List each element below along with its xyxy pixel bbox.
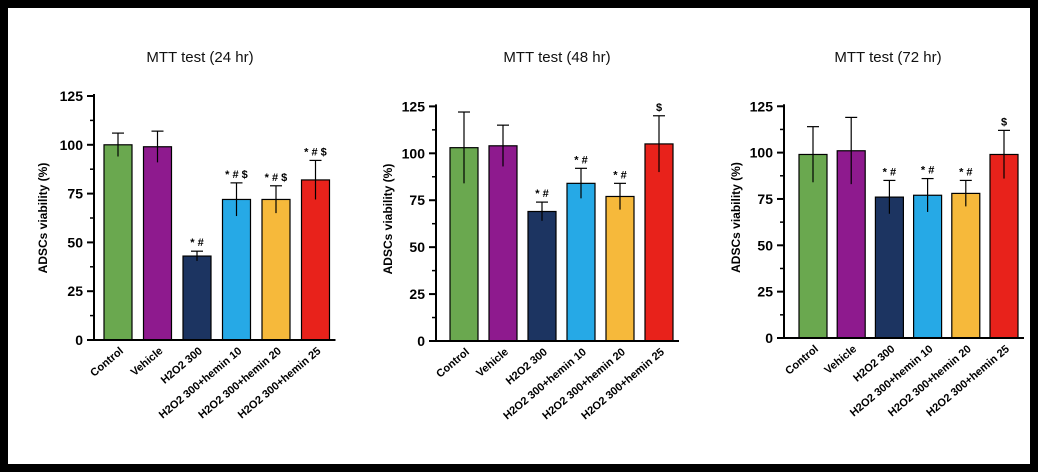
significance-label: $ bbox=[656, 102, 662, 114]
bar bbox=[989, 153, 1019, 339]
y-tick-label: 25 bbox=[67, 283, 83, 299]
y-tick-label: 50 bbox=[757, 237, 773, 253]
bar bbox=[566, 182, 596, 342]
significance-label: * # bbox=[535, 188, 548, 200]
x-tick-label: Control bbox=[783, 343, 821, 377]
y-tick-label: 100 bbox=[402, 145, 426, 161]
bar bbox=[142, 146, 173, 341]
y-tick-label: 50 bbox=[67, 234, 83, 250]
y-tick-label: 0 bbox=[765, 330, 773, 346]
y-tick-label: 0 bbox=[75, 332, 83, 348]
significance-label: * # bbox=[959, 166, 972, 178]
bar bbox=[300, 179, 331, 341]
y-tick-label: 125 bbox=[402, 98, 426, 114]
significance-label: * # bbox=[574, 154, 587, 166]
y-tick-label: 125 bbox=[60, 88, 84, 104]
y-axis-label: ADSCs viability (%) bbox=[381, 164, 395, 275]
bar bbox=[261, 198, 291, 341]
y-tick-label: 125 bbox=[750, 98, 774, 114]
x-tick-label: Vehicle bbox=[822, 343, 859, 377]
x-tick-label: Control bbox=[434, 346, 472, 380]
significance-label: * # bbox=[190, 237, 203, 249]
y-tick-label: 100 bbox=[750, 145, 774, 161]
bar bbox=[912, 194, 943, 339]
significance-label: $ bbox=[1001, 116, 1007, 128]
y-tick-label: 100 bbox=[60, 137, 84, 153]
bar bbox=[221, 198, 252, 341]
y-axis-label: ADSCs viability (%) bbox=[36, 163, 50, 274]
y-tick-label: 75 bbox=[409, 192, 425, 208]
y-tick-label: 0 bbox=[417, 333, 425, 349]
y-tick-label: 75 bbox=[757, 191, 773, 207]
bar bbox=[182, 255, 212, 341]
significance-label: * # $ bbox=[225, 169, 248, 181]
chart-title: MTT test (48 hr) bbox=[503, 49, 610, 66]
chart-title: MTT test (72 hr) bbox=[834, 49, 941, 66]
y-tick-label: 75 bbox=[67, 186, 83, 202]
bar bbox=[644, 143, 674, 342]
bar bbox=[798, 153, 828, 339]
bar bbox=[951, 192, 981, 339]
bar bbox=[527, 210, 557, 342]
x-tick-label: Vehicle bbox=[129, 345, 166, 379]
significance-label: * # $ bbox=[304, 146, 327, 158]
y-tick-label: 25 bbox=[409, 286, 425, 302]
bar bbox=[103, 144, 133, 341]
significance-label: * # bbox=[613, 169, 626, 181]
significance-label: * # bbox=[921, 165, 934, 177]
bar bbox=[488, 145, 518, 342]
significance-label: * # $ bbox=[265, 172, 288, 184]
chart-title: MTT test (24 hr) bbox=[146, 49, 253, 66]
bar bbox=[605, 195, 635, 342]
significance-label: * # bbox=[883, 166, 896, 178]
bar bbox=[874, 196, 905, 339]
x-tick-label: Control bbox=[88, 345, 126, 379]
y-tick-label: 50 bbox=[409, 239, 425, 255]
y-axis-label: ADSCs viability (%) bbox=[729, 162, 743, 273]
y-tick-label: 25 bbox=[757, 284, 773, 300]
x-tick-label: Vehicle bbox=[474, 346, 511, 380]
